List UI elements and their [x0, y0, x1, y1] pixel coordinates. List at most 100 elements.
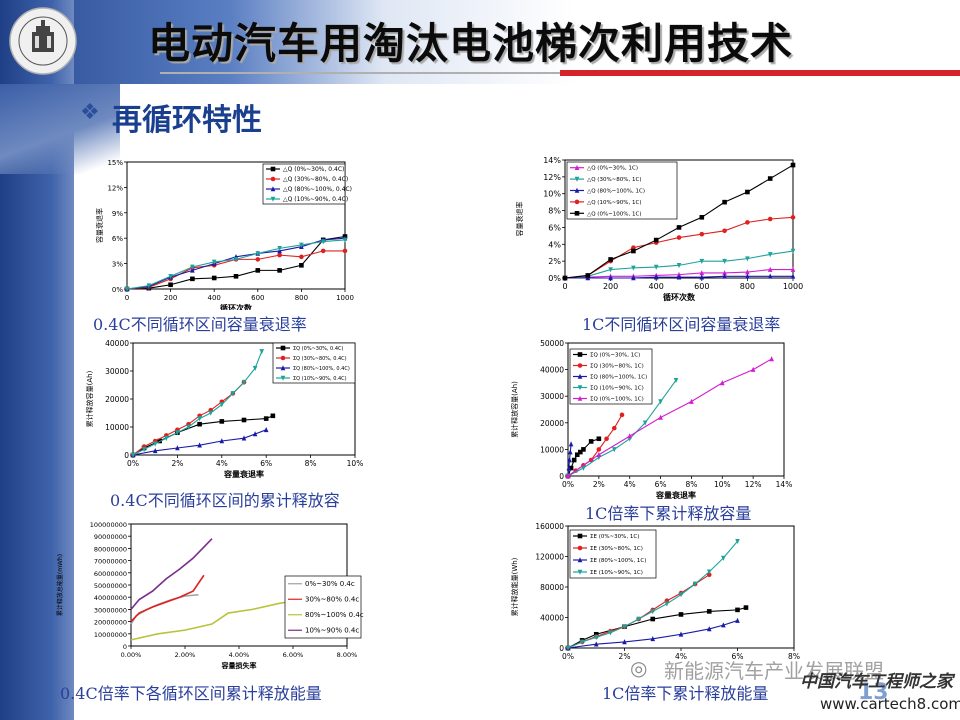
data-point — [568, 465, 574, 471]
data-point — [186, 424, 191, 430]
legend-box — [262, 163, 346, 205]
data-point — [593, 635, 599, 641]
data-point — [790, 266, 796, 272]
data-point — [722, 270, 727, 276]
legend-marker — [577, 545, 583, 551]
legend-marker — [280, 365, 286, 371]
legend-entry: ΣQ (30%~80%, 1C) — [590, 364, 644, 370]
y-tick-label: 0 — [559, 472, 564, 481]
x-axis-label: 容量衰退率 — [655, 490, 696, 500]
y-axis-label: 累计释放容量(Ah) — [85, 370, 94, 427]
data-point — [578, 449, 583, 455]
y-tick-label: 30000 — [540, 392, 564, 401]
data-point — [596, 451, 602, 458]
x-tick-label: 2% — [171, 459, 183, 468]
data-point — [152, 441, 158, 447]
data-point — [699, 215, 705, 220]
data-point — [588, 439, 594, 444]
data-point — [568, 449, 573, 455]
legend-box — [284, 575, 362, 639]
series-line — [567, 358, 772, 477]
legend-entry: ΣQ (80%~100%, 0.4C) — [293, 366, 350, 372]
data-point — [219, 419, 225, 424]
data-point — [608, 630, 613, 636]
wechat-icon: ◎ — [630, 656, 648, 680]
x-tick-label: 600 — [251, 294, 264, 302]
data-point — [608, 275, 613, 281]
x-axis-label: 循环次数 — [219, 303, 253, 310]
data-point — [208, 410, 213, 416]
legend-entry: 80%~100% 0.4c — [305, 611, 364, 619]
y-tick-label: 2% — [548, 257, 561, 266]
data-point — [146, 283, 152, 289]
data-point — [263, 416, 269, 421]
series-line — [130, 574, 205, 623]
watermark-alliance: 新能源汽车产业发展联盟 — [664, 659, 884, 683]
legend-marker — [577, 385, 583, 391]
data-point — [608, 267, 613, 273]
legend-entry: △Q (80%~100%, 0.4C) — [283, 186, 352, 193]
y-tick-label: 160000 — [535, 522, 564, 531]
data-point — [581, 465, 586, 471]
data-point — [692, 581, 698, 587]
data-point — [130, 452, 136, 458]
y-tick-label: 0% — [548, 274, 561, 283]
data-point — [706, 572, 712, 578]
data-point — [277, 268, 282, 273]
y-tick-label: 120000 — [535, 553, 564, 562]
data-point — [593, 641, 599, 647]
legend-entry: ΣQ (10%~90%, 0.4C) — [293, 376, 347, 382]
data-point — [767, 176, 773, 181]
data-point — [175, 445, 180, 451]
y-tick-label: 100000000 — [90, 521, 127, 529]
x-tick-label: 8% — [305, 459, 317, 468]
data-point — [565, 645, 571, 651]
data-point — [790, 215, 796, 220]
x-tick-label: 2.00% — [175, 651, 196, 659]
legend-entry: ΣQ (0%~100%, 1C) — [590, 397, 644, 403]
data-point — [565, 473, 571, 479]
data-point — [706, 609, 712, 614]
y-tick-label: 80000000 — [94, 545, 127, 553]
y-tick-label: 60000000 — [94, 570, 127, 578]
legend-marker — [577, 533, 583, 539]
data-point — [124, 286, 130, 292]
x-tick-label: 4% — [675, 652, 687, 661]
legend-marker — [270, 196, 276, 202]
data-point — [320, 239, 326, 245]
data-point — [706, 626, 712, 632]
data-point — [699, 274, 705, 280]
data-point — [678, 612, 684, 617]
data-point — [211, 259, 217, 265]
data-point — [767, 216, 773, 222]
caption-c3: 0.4C不同循环区间的累计释放容 — [110, 491, 340, 510]
legend-marker — [574, 199, 580, 205]
data-point — [299, 262, 304, 268]
data-point — [611, 447, 617, 453]
y-tick-label: 4% — [548, 240, 561, 249]
x-tick-label: 1000 — [336, 294, 354, 302]
series-line — [567, 379, 677, 477]
data-point — [653, 274, 659, 280]
data-point — [342, 248, 348, 254]
x-tick-label: 200 — [603, 282, 618, 291]
y-tick-label: 0 — [123, 643, 127, 651]
legend-marker — [577, 373, 583, 379]
data-point — [622, 639, 627, 645]
data-point — [230, 391, 236, 397]
data-point — [562, 275, 568, 281]
data-point — [769, 356, 774, 362]
data-point — [277, 252, 282, 258]
x-tick-label: 0.00% — [121, 651, 142, 659]
x-tick-label: 8% — [685, 480, 697, 489]
x-tick-label: 1000 — [783, 282, 803, 291]
legend-marker — [270, 176, 276, 182]
caption-c1: 0.4C不同循环区间容量衰退率 — [93, 315, 307, 334]
x-tick-label: 10% — [714, 480, 731, 489]
legend-marker — [574, 176, 580, 182]
legend-entry: 30%~80% 0.4c — [305, 595, 359, 603]
data-point — [299, 242, 304, 248]
data-point — [745, 189, 750, 195]
series-line — [130, 600, 296, 641]
data-point — [676, 274, 682, 280]
